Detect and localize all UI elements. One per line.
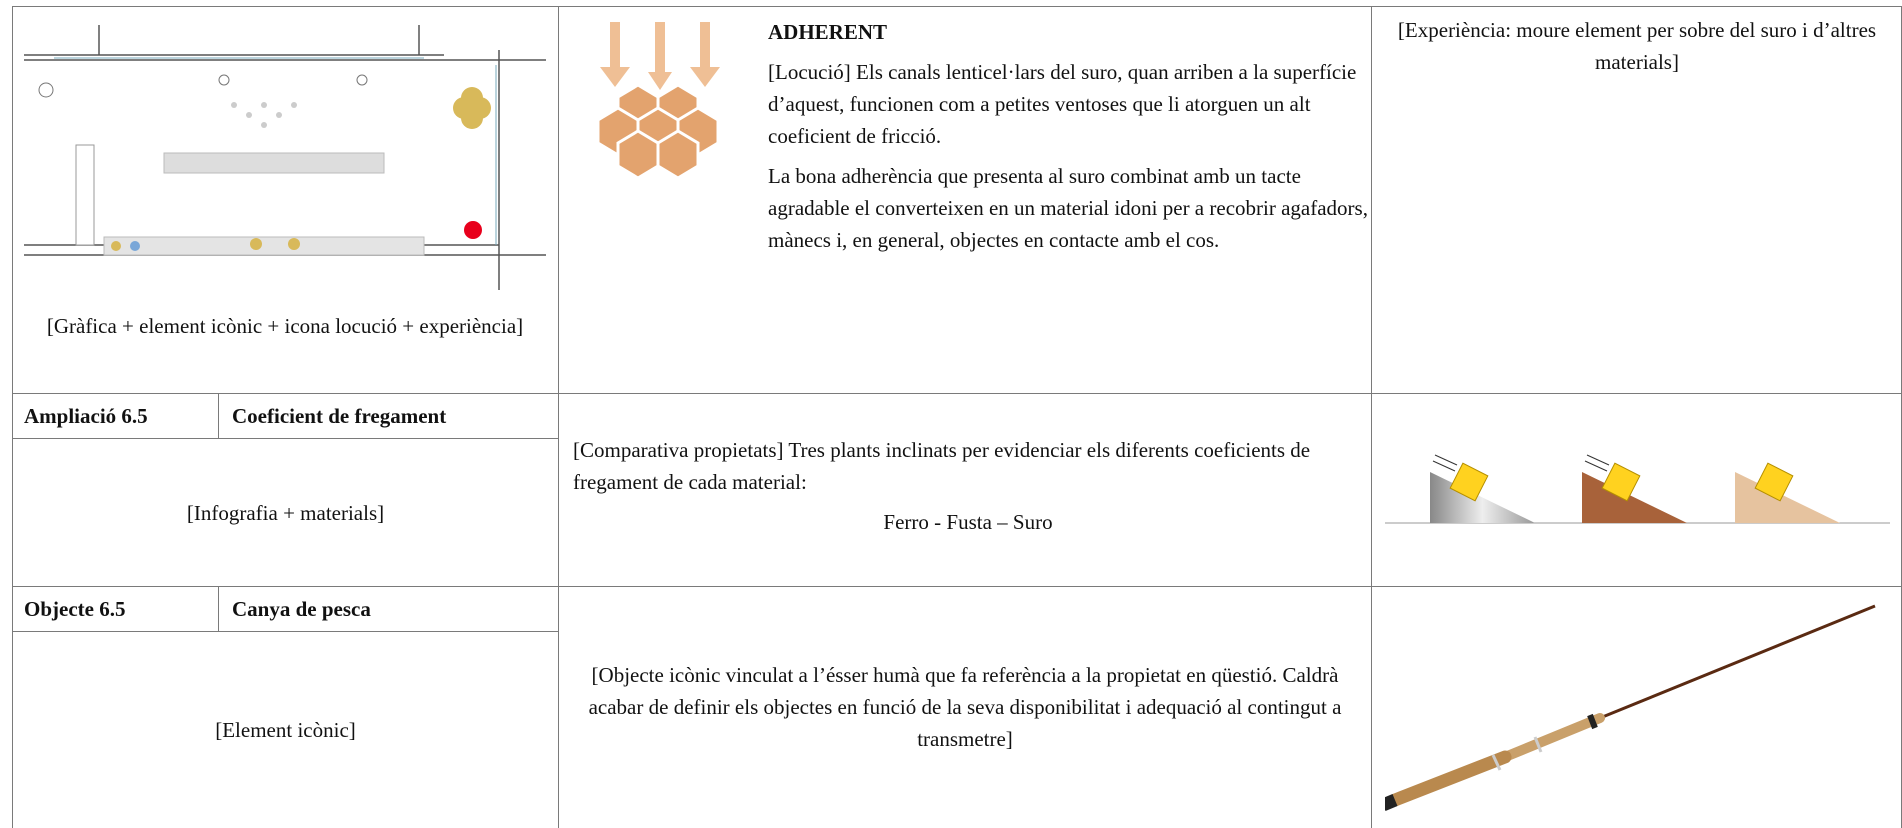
heading: ADHERENT bbox=[768, 20, 888, 44]
body-text: [Locució] Els canals lenticel·lars del s… bbox=[768, 56, 1368, 264]
code: Objecte 6.5 bbox=[24, 597, 126, 621]
paragraph: [Comparativa propietats] Tres plants inc… bbox=[573, 438, 1311, 494]
caption: [Element icònic] bbox=[215, 717, 356, 742]
body-text: [Objecte icònic vinculat a l’ésser humà … bbox=[588, 663, 1342, 751]
honeycomb-icon bbox=[596, 22, 720, 180]
code: Ampliació 6.5 bbox=[24, 404, 148, 428]
experience: [Experiència: moure element per sobre de… bbox=[1397, 18, 1877, 74]
paragraph: Ferro - Fusta – Suro bbox=[883, 510, 1053, 534]
caption: [Infografia + materials] bbox=[186, 500, 385, 525]
inclined-planes bbox=[1385, 454, 1890, 524]
title: Canya de pesca bbox=[232, 597, 371, 621]
body-text: [Comparativa propietats] Tres plants inc… bbox=[573, 434, 1363, 546]
floor-plan bbox=[24, 25, 546, 290]
title: Coeficient de fregament bbox=[232, 404, 447, 428]
paragraph: La bona adherència que presenta al suro … bbox=[768, 164, 1368, 252]
fishing-rod bbox=[1385, 604, 1876, 811]
paragraph: [Locució] Els canals lenticel·lars del s… bbox=[768, 60, 1357, 148]
caption: [Gràfica + element icònic + icona locuci… bbox=[46, 314, 524, 338]
